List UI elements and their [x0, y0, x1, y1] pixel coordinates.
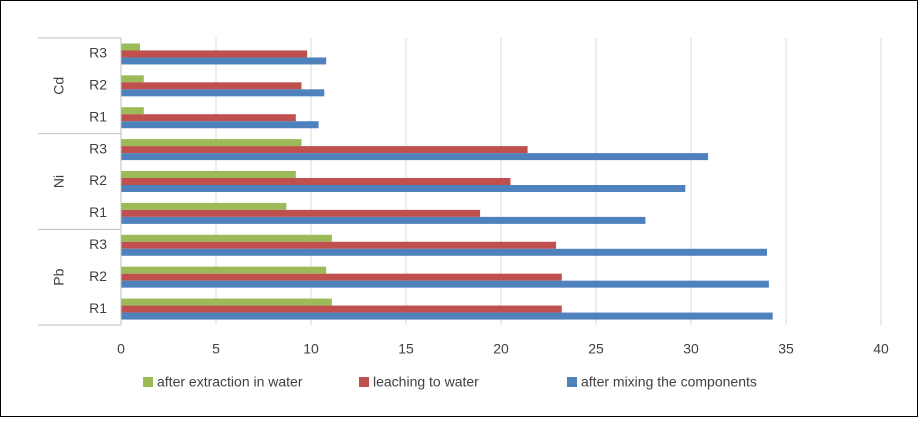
y-tick-label: R1 [89, 204, 107, 220]
x-tick-label: 5 [212, 341, 220, 357]
y-tick-label: R2 [89, 77, 107, 93]
bar [121, 153, 709, 161]
legend-swatch [143, 377, 153, 387]
bar [121, 312, 773, 320]
legend-label: leaching to water [373, 374, 479, 390]
bar [121, 171, 296, 178]
x-tick-label: 30 [683, 341, 699, 357]
bar [121, 139, 302, 147]
bar [121, 216, 646, 224]
bar [121, 305, 562, 313]
y-tick-label: R3 [89, 236, 107, 252]
group-label: Pb [51, 268, 67, 285]
bar [121, 107, 144, 115]
bar [121, 146, 528, 154]
bar [121, 273, 562, 281]
y-tick-label: R2 [89, 268, 107, 284]
y-tick-label: R2 [89, 172, 107, 188]
bar [121, 121, 319, 129]
bar [121, 241, 557, 249]
x-tick-label: 25 [588, 341, 604, 357]
bar [121, 43, 140, 51]
legend-swatch [359, 377, 369, 387]
bar [121, 178, 511, 185]
y-tick-label: R3 [89, 140, 107, 156]
bar [121, 75, 144, 83]
bar [121, 202, 287, 210]
bar [121, 234, 332, 242]
x-tick-label: 20 [493, 341, 509, 357]
bar [121, 82, 302, 90]
legend-label: after mixing the components [581, 374, 757, 390]
legend-label: after extraction in water [157, 374, 303, 390]
group-label: Ni [51, 175, 67, 188]
bar [121, 185, 686, 192]
y-tick-label: R1 [89, 108, 107, 124]
x-tick-label: 35 [778, 341, 794, 357]
bar [121, 298, 332, 306]
bar [121, 114, 296, 122]
bar [121, 209, 481, 217]
x-tick-label: 0 [117, 341, 125, 357]
bar [121, 280, 769, 288]
x-tick-label: 40 [873, 341, 889, 357]
group-label: Cd [51, 77, 67, 95]
y-tick-label: R1 [89, 300, 107, 316]
bar [121, 248, 767, 256]
x-tick-label: 15 [398, 341, 414, 357]
bar [121, 89, 325, 97]
bar [121, 50, 308, 58]
legend-swatch [567, 377, 577, 387]
x-tick-label: 10 [303, 341, 319, 357]
bar [121, 57, 327, 65]
bar [121, 266, 327, 274]
y-tick-label: R3 [89, 45, 107, 61]
